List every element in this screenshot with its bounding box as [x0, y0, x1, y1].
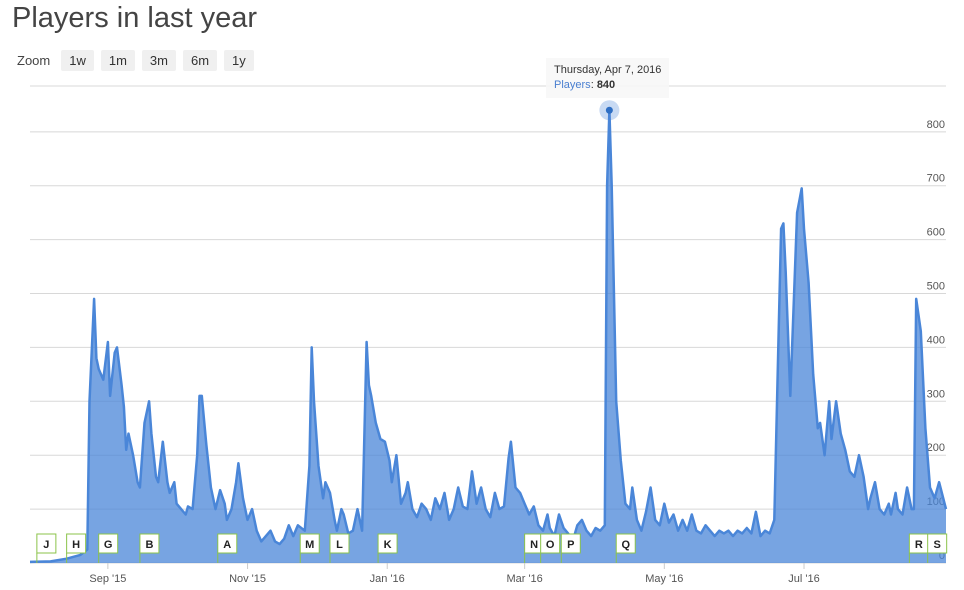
tooltip: Thursday, Apr 7, 2016 Players840 [546, 58, 670, 98]
flag-label: P [567, 539, 574, 551]
zoom-label: Zoom [17, 53, 51, 68]
flag-label: Q [621, 539, 630, 551]
y-tick-label: 200 [927, 442, 945, 454]
tooltip-series: Players [554, 79, 597, 91]
flag [540, 533, 561, 554]
flag-label: L [336, 539, 343, 551]
flag-label: M [305, 539, 314, 551]
flag [560, 533, 581, 554]
flag [329, 533, 350, 554]
flag [299, 533, 320, 554]
flag-label: N [530, 539, 538, 551]
flag [139, 533, 160, 554]
zoom-button[interactable]: 6m [182, 50, 218, 71]
flag-label: G [104, 539, 113, 551]
y-tick-label: 600 [927, 227, 945, 239]
tooltip-value: 840 [596, 79, 616, 91]
flag [377, 533, 398, 554]
flag-label: O [546, 539, 555, 551]
y-tick-label: 500 [927, 281, 945, 293]
zoom-button[interactable]: 3m [141, 50, 176, 71]
x-tick-label: Jul '16 [788, 573, 819, 585]
x-tick-label: Sep '15 [89, 573, 126, 585]
flag [927, 533, 948, 554]
chart-title: Players in last year [12, 2, 257, 34]
hover-point [605, 106, 613, 114]
flag-label: S [934, 539, 941, 551]
flag [98, 533, 119, 554]
flag [36, 533, 57, 554]
flag-label: B [145, 539, 153, 551]
y-tick-label: 300 [927, 388, 945, 400]
flag-label: A [223, 539, 231, 551]
x-tick-label: Nov '15 [229, 573, 266, 585]
zoom-bar: Zoom 1w 1m 3m 6m 1y [17, 50, 254, 71]
x-tick-label: Jan '16 [370, 573, 405, 585]
flag [66, 533, 87, 554]
zoom-button[interactable]: 1y [224, 50, 254, 71]
flag-label: R [915, 539, 923, 551]
y-tick-label: 800 [927, 119, 945, 131]
flag-label: K [384, 539, 392, 551]
flag [615, 533, 636, 554]
y-tick-label: 400 [927, 334, 945, 346]
y-tick-label: 700 [927, 173, 945, 185]
x-tick-label: Mar '16 [506, 573, 542, 585]
zoom-button[interactable]: 1m [100, 50, 135, 71]
flag [217, 533, 238, 554]
area-fill [30, 110, 946, 564]
x-tick-label: May '16 [645, 573, 683, 585]
zoom-button[interactable]: 1w [61, 50, 94, 71]
line [29, 109, 948, 564]
flag-label: H [72, 539, 80, 551]
tooltip-date: Thursday, Apr 7, 2016 [554, 64, 662, 76]
flag-label: J [43, 539, 49, 551]
